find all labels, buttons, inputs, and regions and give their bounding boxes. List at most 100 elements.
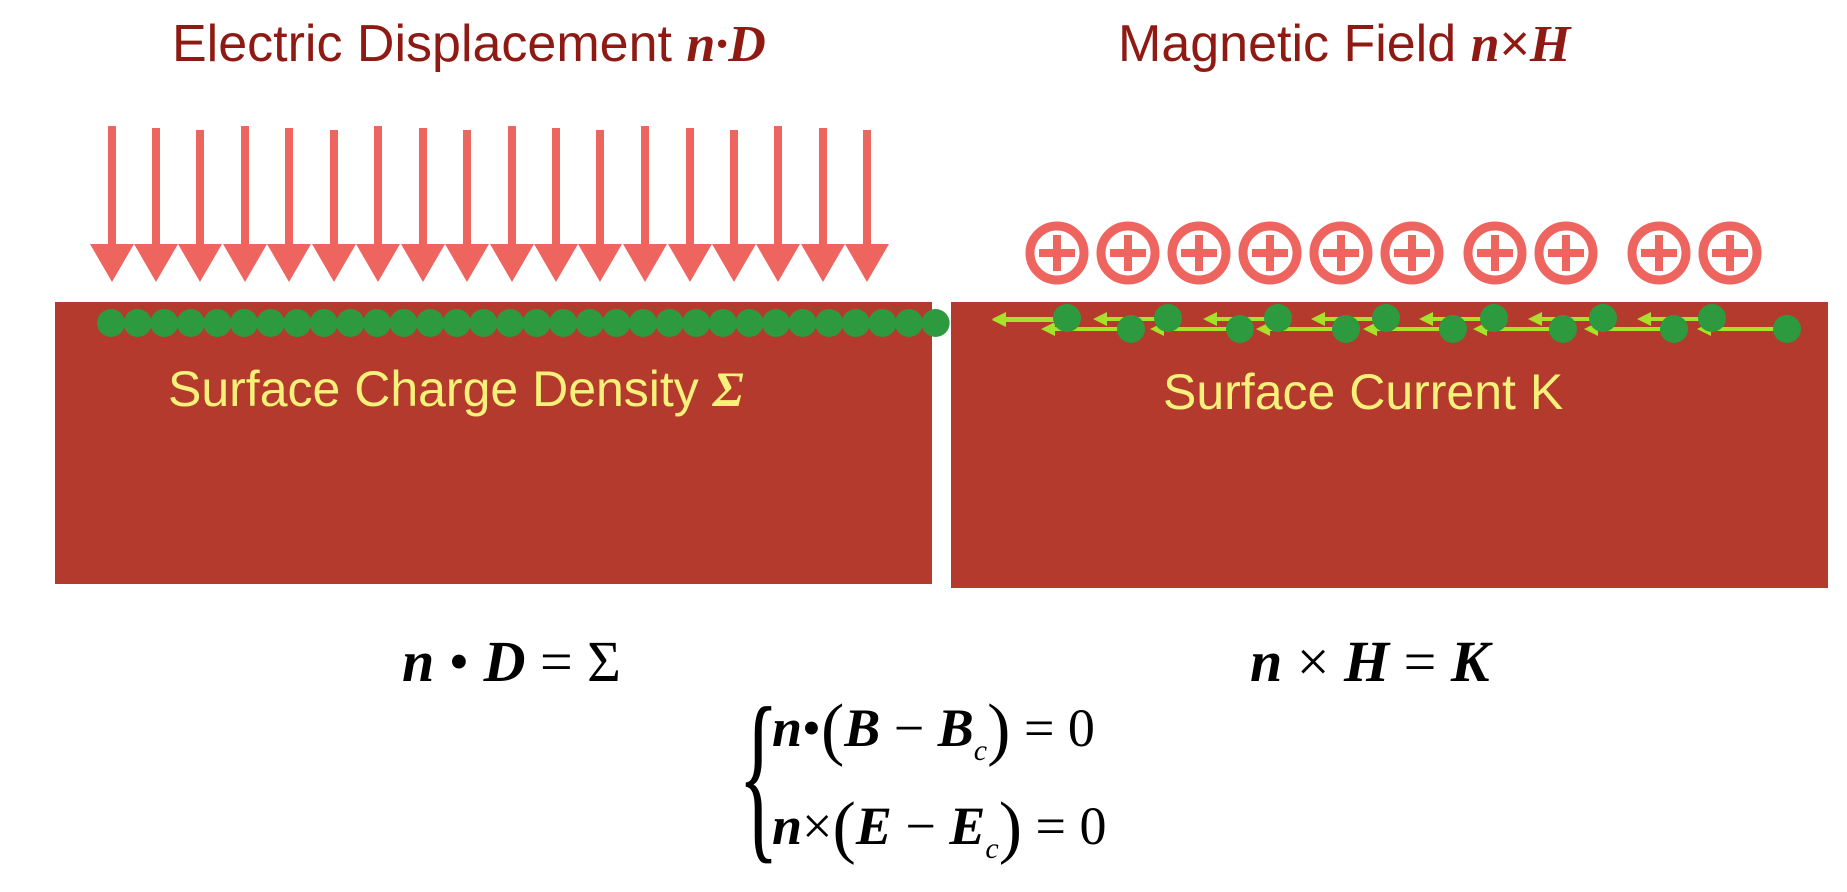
eq-h: H	[1343, 629, 1390, 694]
eq-b: B	[844, 698, 881, 758]
eq-op: ×	[802, 796, 833, 856]
down-arrow-icon	[312, 130, 356, 282]
title-text: Magnetic Field	[1118, 15, 1471, 73]
left-brace: {	[738, 670, 780, 880]
label-symbol: Σ	[712, 361, 744, 417]
eq-minus: −	[891, 796, 950, 856]
charge-dot-icon	[1698, 304, 1726, 332]
charge-dot-icon	[309, 309, 338, 337]
circle-plus-icon	[1309, 221, 1373, 285]
eq-n: n	[772, 698, 803, 758]
title-n: n	[1470, 16, 1500, 73]
close-paren: )	[998, 789, 1022, 866]
eq-subscript: c	[985, 832, 999, 865]
charge-dot-icon	[1264, 304, 1292, 332]
electric-boundary-condition: n×(E − Ec) = 0	[772, 788, 1106, 868]
eq-minus: −	[880, 698, 938, 758]
into-page-symbols-group	[1025, 221, 1762, 285]
charge-dot-icon	[602, 309, 631, 337]
down-arrow-icon	[178, 130, 222, 282]
charge-dot-icon	[522, 309, 551, 337]
eq-d: D	[483, 629, 526, 694]
charge-dot-icon	[629, 309, 657, 337]
down-arrow-icon	[578, 130, 622, 282]
down-arrow-icon	[445, 130, 489, 282]
eq-equals: =	[1389, 629, 1451, 694]
eq-k: K	[1450, 629, 1490, 694]
charge-dot-icon	[1226, 315, 1254, 343]
circle-plus-icon	[1698, 221, 1762, 285]
eq-n: n	[1250, 629, 1283, 694]
charge-dot-icon	[469, 309, 498, 337]
charge-dot-icon	[336, 309, 365, 337]
eq-op: ×	[1282, 629, 1344, 694]
charge-dot-icon	[762, 309, 790, 337]
eq-op: •	[434, 629, 484, 694]
magnetic-field-title: Magnetic Field n×H	[1118, 14, 1570, 74]
title-text: Electric Displacement	[172, 15, 687, 73]
eq-op: •	[802, 698, 821, 758]
charge-dot-icon	[256, 309, 285, 337]
charge-dot-icon	[176, 309, 205, 337]
eq-rhs: = 0	[1010, 698, 1095, 758]
circle-plus-icon	[1167, 221, 1231, 285]
down-arrow-icon	[623, 126, 667, 282]
charge-dot-icon	[97, 309, 125, 337]
down-arrow-icon	[668, 128, 712, 282]
charge-dot-icon	[1117, 315, 1145, 343]
open-paren: (	[820, 691, 845, 768]
eq-n: n	[772, 796, 803, 856]
circle-plus-icon	[1096, 221, 1160, 285]
title-cross: ×	[1499, 15, 1530, 73]
down-arrow-icon	[223, 126, 267, 282]
eq-rhs: = Σ	[525, 629, 621, 694]
eq-subscript: c	[973, 734, 988, 767]
close-paren: )	[987, 691, 1011, 768]
charge-dot-icon	[788, 309, 817, 337]
charge-dot-icon	[895, 309, 923, 337]
charge-dot-icon	[1480, 304, 1508, 332]
down-arrow-icon	[267, 128, 311, 282]
circle-plus-icon	[1238, 221, 1302, 285]
charge-dot-icon	[1549, 315, 1577, 343]
down-arrow-icon	[845, 130, 889, 282]
eq-bc: B	[937, 698, 974, 758]
charge-dot-icon	[1154, 304, 1182, 332]
down-arrow-icon	[756, 126, 800, 282]
charge-dot-icon	[1439, 315, 1467, 343]
charge-dot-icon	[868, 309, 897, 337]
eq-e: E	[855, 796, 892, 856]
eq-rhs: = 0	[1022, 796, 1107, 856]
down-arrow-icon	[356, 126, 400, 282]
charge-dot-icon	[682, 309, 711, 337]
circle-plus-icon	[1025, 221, 1089, 285]
charge-dot-icon	[150, 309, 179, 337]
title-math: n·D	[686, 16, 766, 73]
circle-plus-icon	[1380, 221, 1444, 285]
charge-dot-icon	[416, 309, 445, 337]
charge-dot-icon	[363, 309, 391, 337]
circle-plus-icon	[1627, 221, 1691, 285]
charge-dot-icon	[496, 309, 524, 337]
charge-dot-icon	[123, 309, 152, 337]
charge-dot-icon	[230, 309, 258, 337]
conductor-slab-left	[55, 302, 932, 584]
charge-dot-icon	[655, 309, 684, 337]
down-arrow-icon	[534, 128, 578, 282]
charge-dot-icon	[283, 309, 312, 337]
conductor-slab-right	[951, 302, 1828, 588]
charge-dot-icon	[1660, 315, 1688, 343]
charge-dot-icon	[1589, 304, 1617, 332]
charge-dot-icon	[389, 309, 418, 337]
down-arrow-icon	[490, 126, 534, 282]
charge-dot-icon	[1372, 304, 1400, 332]
left-arrow-icon	[992, 313, 1055, 327]
down-arrow-icon	[801, 128, 845, 282]
charge-dot-icon	[815, 309, 844, 337]
current-boundary-equation: n × H = K	[1250, 628, 1490, 695]
surface-charges-group	[97, 309, 950, 337]
charge-boundary-equation: n • D = Σ	[402, 628, 621, 695]
down-arrow-icon	[401, 128, 445, 282]
eq-n: n	[402, 629, 435, 694]
open-paren: (	[832, 789, 856, 866]
